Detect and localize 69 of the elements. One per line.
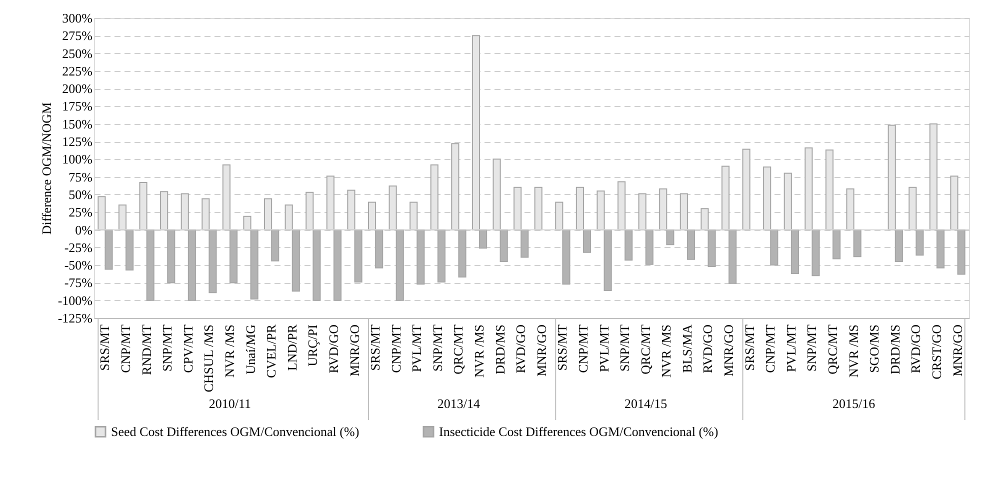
text: 2015/16 [832,396,876,411]
x-tick-label: NVR /MS [222,324,237,378]
x-tick-label: SNP/MT [160,324,175,372]
x-tick-label: SNP/MT [617,324,632,372]
x-tick-label: SNP/MT [430,324,445,372]
y-tick-label: 175% [62,98,93,114]
x-tick-label: CHSUL /MS [201,324,216,392]
x-tick-label: QRC/MT [638,324,653,374]
x-tick-label: NVR /MS [472,324,487,378]
x-tick-label: CRST/GO [928,324,944,380]
x-tick-label: NVR /MS [846,324,861,378]
text: 2013/14 [437,396,481,411]
x-tick-label: CNP/MT [762,324,778,373]
x-tick-label: MNR/GO [721,324,736,377]
x-tick-label: MNR/GO [346,324,362,377]
y-tick-label: 125% [62,134,93,150]
x-tick-label: MNR/GO [950,324,965,377]
x-tick-label: PVL/MT [409,324,424,372]
x-tick-label: CNP/MT [388,324,404,373]
y-tick-label: 225% [62,63,93,78]
y-tick-label: -125% [58,310,93,326]
x-tick-label: PVL/MT [783,324,798,372]
y-tick-label: -25% [64,240,93,255]
bar [742,148,750,230]
x-tick-label: SRS/MT [97,324,112,371]
y-tick-label: 25% [68,204,93,220]
x-tick-label: SRS/MT [742,324,757,371]
y-tick-label: 250% [62,46,93,61]
x-tick-label: CVEL/PR [264,324,279,378]
bar [534,186,542,230]
x-tick-label: RND/MT [138,324,154,376]
x-tick-label: URÇ/PI [305,324,320,366]
y-tick-label: -75% [64,275,93,290]
y-tick-label: 0% [75,222,93,238]
x-tick-label: SRS/MT [368,324,383,371]
x-tick-label: MNR/GO [534,324,549,377]
x-tick-label: Unaí/MG [242,324,258,374]
text: 2010/11 [208,396,252,411]
y-tick-label: 275% [62,28,93,44]
y-tick-label: 150% [62,116,93,132]
y-tick-label: 300% [62,10,93,26]
y-tick-label: 100% [62,152,93,167]
y-tick-label: 75% [68,169,93,184]
x-tick-label: RVD/GO [326,324,341,374]
x-tick-label: NVR /MS [658,324,674,378]
x-tick-label: RVD/GO [700,324,716,374]
x-tick-label: SNP/MT [804,324,820,372]
x-tick-label: BLS/MA [679,324,694,373]
x-tick-label: CNP/MT [118,324,134,373]
text: 2014/15 [624,396,668,411]
x-tick-label: SRS/MT [554,324,570,371]
x-tick-label: RVD/GO [513,324,528,374]
y-axis-title: Difference OGM/NOGM [38,102,54,235]
y-tick-label: 50% [68,186,93,202]
legend-label: Seed Cost Differences OGM/Convencional (%) [111,424,360,439]
x-tick-label: RVD/GO [908,324,924,374]
x-tick-label: SGO/MS [866,324,882,373]
x-tick-label: DRD/MS [492,324,508,374]
x-tick-label: PVL/MT [596,324,612,372]
y-tick-label: -100% [58,292,93,308]
legend-label: Insecticide Cost Differences OGM/Convencional (%) [439,424,718,439]
y-tick-label: 200% [62,81,93,96]
x-tick-label: DRD/MS [887,324,902,374]
x-tick-label: QRC/MT [450,324,466,374]
y-tick-label: -50% [64,258,93,273]
x-tick-label: LND/PR [284,324,300,371]
x-tick-label: CPV/MT [180,324,196,373]
x-tick-label: QRC/MT [825,324,840,374]
x-tick-label: CNP/MT [575,324,590,373]
